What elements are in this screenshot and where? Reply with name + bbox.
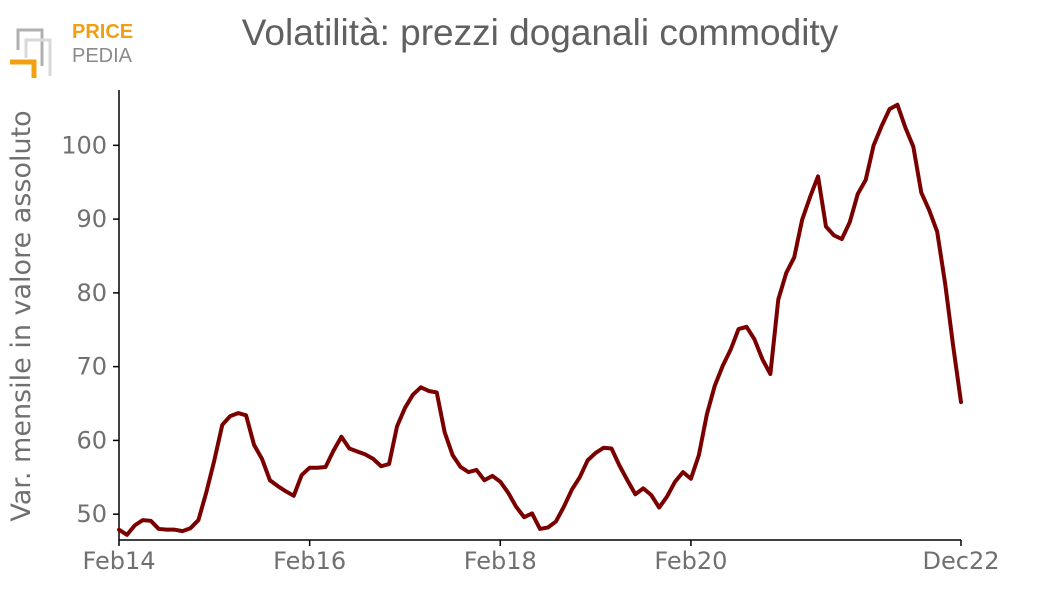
x-tick-label: Dec22 [923, 547, 1000, 575]
logo-mark-orange [10, 59, 37, 78]
x-tick-label: Feb18 [464, 547, 537, 575]
y-tick-label: 70 [76, 353, 107, 381]
y-tick-label: 80 [76, 279, 107, 307]
series-line [117, 102, 963, 537]
x-tick-label: Feb20 [654, 547, 727, 575]
logo-mark-light [24, 38, 52, 76]
logo-text-price: PRICE [72, 21, 133, 43]
y-tick-label: 50 [76, 500, 107, 528]
x-tick-label: Feb16 [273, 547, 346, 575]
x-tick-label: Feb14 [82, 547, 155, 575]
y-ticks: 50 60 70 80 90 100 [61, 131, 119, 528]
y-tick-label: 90 [76, 205, 107, 233]
y-axis-title: Var. mensile in valore assoluto [6, 110, 37, 521]
x-ticks: Feb14 Feb16 Feb18 Feb20 Dec22 [82, 540, 999, 575]
y-tick-label: 60 [76, 426, 107, 454]
y-tick-label: 100 [61, 131, 107, 159]
chart-title: Volatilità: prezzi doganali commodity [242, 12, 839, 53]
pricepedia-logo: PRICE PEDIA [10, 21, 133, 78]
logo-mark-gray [16, 28, 44, 66]
logo-text-pedia: PEDIA [72, 45, 133, 67]
